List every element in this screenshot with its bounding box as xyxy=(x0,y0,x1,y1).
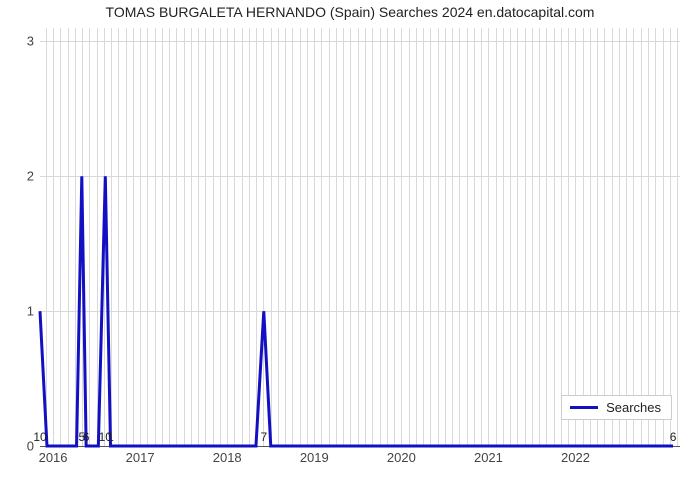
legend: Searches xyxy=(561,395,672,420)
y-tick-label: 0 xyxy=(27,439,34,454)
y-tick-label: 1 xyxy=(27,304,34,319)
y-tick-label: 2 xyxy=(27,169,34,184)
legend-label: Searches xyxy=(606,400,661,415)
x-tick-label: 2020 xyxy=(387,450,416,465)
chart-container: TOMAS BURGALETA HERNANDO (Spain) Searche… xyxy=(0,0,700,500)
chart-title: TOMAS BURGALETA HERNANDO (Spain) Searche… xyxy=(0,4,700,20)
x-tick-label: 2016 xyxy=(39,450,68,465)
x-tick-label: 2019 xyxy=(300,450,329,465)
y-tick-label: 3 xyxy=(27,34,34,49)
plot-area: 0123201620172018201920202021202210561017… xyxy=(40,28,680,446)
x-tick-label: 2022 xyxy=(561,450,590,465)
x-tick-label: 2021 xyxy=(474,450,503,465)
x-tick-label: 2017 xyxy=(126,450,155,465)
x-tick-label: 2018 xyxy=(213,450,242,465)
legend-line-icon xyxy=(570,406,598,409)
series-line xyxy=(40,28,680,446)
